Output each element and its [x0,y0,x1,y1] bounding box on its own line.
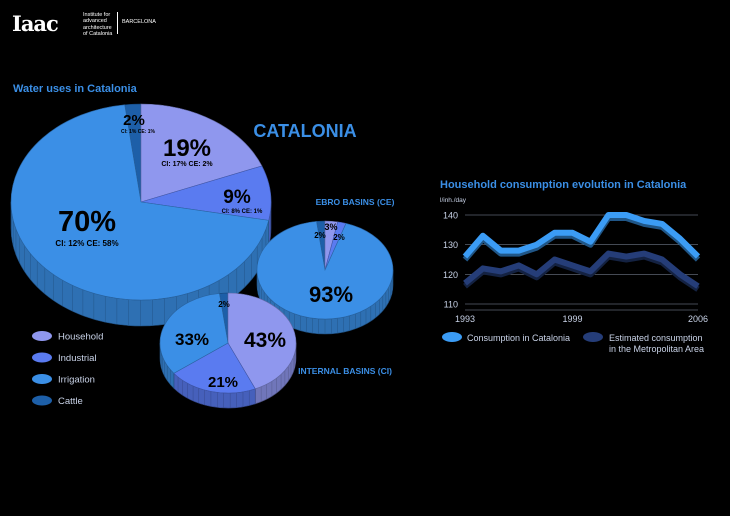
logo-institute-name: Institute for advanced architecture of C… [83,12,123,37]
logo-divider [117,12,118,34]
ebro-basins-label: EBRO BASINS (CE) [316,197,395,207]
legend-swatch-metro [583,332,603,342]
legend-label-metro: Estimated consumption [609,333,703,343]
series-line-0 [462,212,701,259]
pie-slice-household [227,292,297,390]
series-line-1 [463,250,700,289]
pie-value-label: 3% [324,222,337,232]
x-tick-label: 1999 [563,314,583,324]
y-tick-label: 130 [443,240,458,250]
pie-value-label: 70% [58,206,116,238]
pie-value-label: 21% [208,374,238,391]
pie-value-label: 19% [163,135,211,162]
pie-value-label: 2% [123,112,145,129]
logo-line: architecture [83,24,112,31]
pie-value-label: 43% [244,329,286,352]
logo-mark: Iaac [12,11,59,36]
logo-line: of Catalonia [83,30,113,37]
legend-swatch-cattle [32,395,52,406]
pie-value-label: 2% [333,233,345,242]
y-tick-label: 120 [443,270,458,280]
catalonia-label: CATALONIA [253,121,356,141]
legend-label-metro: in the Metropolitan Area [609,344,704,354]
legend-swatch-irrigation [32,374,52,384]
legend-label-cattle: Cattle [58,396,83,407]
logo-city: BARCELONA [122,19,156,25]
pie-sub-label: CI: 12% CE: 58% [55,239,118,248]
pie-value-label: 93% [309,282,353,307]
x-tick-label: 2006 [688,314,708,324]
pie-value-label: 33% [175,330,209,349]
pie-slice-irrigation [10,104,270,301]
pie-chart-title: Water uses in Catalonia [13,83,137,95]
logo-line: Institute for [83,12,111,18]
pie-value-label: 9% [223,187,251,208]
line-chart-title: Household consumption evolution in Catal… [440,179,687,191]
x-tick-label: 1993 [455,314,475,324]
pie-value-label: 2% [218,300,230,309]
legend-label-consumption: Consumption in Catalonia [467,333,570,343]
legend-swatch-consumption [442,332,462,342]
pie-slice-industrial [173,342,256,394]
y-tick-label: 140 [443,211,458,221]
y-axis-label: l/inh./day [440,197,467,204]
legend-swatch-household [32,331,52,341]
internal-basins-label: INTERNAL BASINS (CI) [298,366,392,376]
legend-label-irrigation: Irrigation [58,375,95,386]
pie-value-label: 2% [314,231,326,240]
pie-sub-label: CI: 1% CE: 1% [121,129,155,135]
pie-slice-irrigation [256,221,394,320]
logo-line: advanced [83,18,107,25]
legend-label-industrial: Industrial [58,353,97,364]
pie-sub-label: CI: 8% CE: 1% [222,209,263,215]
pie-slice-household [140,103,263,203]
y-tick-label: 110 [444,300,458,310]
pie-slice-irrigation [159,293,229,374]
legend-swatch-industrial [32,352,52,363]
legend-label-household: Household [58,332,103,343]
pie-sub-label: CI: 17% CE: 2% [161,161,213,168]
